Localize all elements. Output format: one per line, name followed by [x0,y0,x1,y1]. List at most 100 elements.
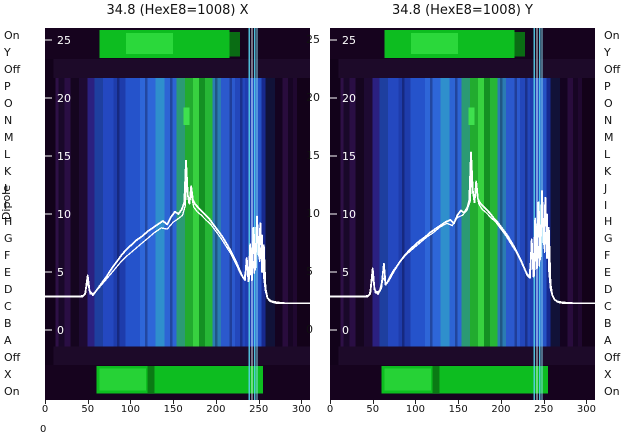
x-tick-mark [215,400,217,404]
x-tick-mark [586,400,588,404]
y-tick-label-inner: 10 [342,208,356,221]
x-tick-mark [87,400,89,404]
row-label: K [4,164,12,178]
row-label: P [4,80,11,94]
row-label: P [604,80,611,94]
row-label: K [604,164,612,178]
plot-x-title: 34.8 (HexE8=1008) X [106,3,249,18]
row-label: Y [4,46,11,60]
x-tick-mark [543,400,545,404]
row-label: On [604,29,620,43]
x-tick-label: 100 [405,404,426,415]
row-label: M [604,130,614,144]
y-tick-label-inner: 10 [57,208,71,221]
row-label: O [4,97,13,111]
x-tick-label: 150 [163,404,183,415]
heatmap-x-plot: 25 20 15 10 5 0 [45,28,310,400]
row-label: On [4,29,20,43]
x-tick-label: 0 [326,404,334,415]
y-tick-label-inner: 0 [57,324,64,337]
row-label: On [604,384,620,398]
row-label: Off [4,350,21,364]
row-labels-right: On Y Off P O N M L K J I H G F E D C B A Off X On [604,0,636,440]
row-label: J [4,181,8,195]
y-tick-label: 10 [306,207,320,220]
row-label: L [604,147,611,161]
heatmap-y-canvas: 25 20 15 10 5 0 [330,28,595,400]
x-tick-mark [45,400,46,404]
profile-secondary-line [330,171,595,304]
x-tick-labels-right: 0 50 100 150 200 250 300 [0,400,640,420]
row-label: H [604,215,613,229]
row-label: Off [4,63,21,77]
x-tick-mark [372,400,374,404]
x-tick-label: 0 [41,404,49,415]
row-label: G [604,232,613,246]
x-tick-mark [258,400,260,404]
x-tick-label: 100 [120,404,141,415]
y-tick-label-inner: 0 [342,324,349,337]
row-label: E [4,266,11,280]
row-label: N [604,114,613,127]
row-label: F [4,249,11,263]
row-label: B [4,316,12,330]
x-tick-mark [330,400,331,404]
y-tick-label-inner: 25 [342,34,356,47]
row-label: X [4,367,12,381]
x-tick-label: 50 [366,404,380,415]
row-label: B [604,316,612,330]
plot-y-title: 34.8 (HexE8=1008) Y [392,3,533,18]
x-tick-label: 300 [291,404,311,415]
y-tick-label-inner: 15 [57,150,71,163]
row-label: D [604,283,613,297]
y-tick-label-inner: 20 [57,92,71,105]
y-tick-labels-gap: 25 20 15 10 5 0 [306,0,332,440]
x-tick-mark [500,400,502,404]
row-label: F [604,249,611,263]
y-tick-label-inner: 5 [342,266,349,279]
row-label: I [4,198,8,212]
row-label: Off [604,63,621,77]
row-label: I [604,198,608,212]
y-tick-label-inner: 15 [342,150,356,163]
x-tick-mark [173,400,175,404]
x-tick-mark [415,400,417,404]
corner-zero-label: 0 [40,424,47,435]
x-tick-label: 300 [576,404,596,415]
heatmap-x-canvas: 25 20 15 10 5 0 [45,28,310,400]
row-label: A [4,333,12,347]
x-tick-label: 150 [448,404,468,415]
row-label: G [4,232,13,246]
y-tick-label: 20 [306,91,320,104]
row-label: M [4,130,14,144]
row-label: Off [604,350,621,364]
row-label: On [4,384,20,398]
row-label: X [604,367,612,381]
x-tick-label: 50 [81,404,95,415]
y-tick-label: 0 [306,323,313,336]
x-tick-label: 200 [491,404,511,415]
y-tick-label: 15 [306,149,320,162]
row-label: J [604,181,608,195]
x-tick-mark [130,400,132,404]
y-tick-label-inner: 25 [57,34,71,47]
row-label: D [4,283,13,297]
x-tick-label: 200 [206,404,226,415]
row-label: Y [604,46,611,60]
row-label: A [604,333,612,347]
y-tick-label-inner: 20 [342,92,356,105]
profile-secondary-line [45,179,310,304]
y-tick-label: 25 [306,33,320,46]
row-label: O [604,97,613,111]
x-tick-labels-left: 0 50 100 150 200 250 300 [0,400,640,420]
row-label: E [604,266,611,280]
row-label: C [4,300,12,313]
y-tick-label: 5 [306,265,313,278]
y-tick-label-inner: 5 [57,266,64,279]
row-label: H [4,215,13,229]
row-label: C [604,300,612,313]
row-label: L [4,147,11,161]
row-labels-left: On Y Off P O N M L K J I H G F E D C B A Off X On [4,0,36,440]
heatmap-y-plot: 25 20 15 10 5 0 [330,28,595,400]
